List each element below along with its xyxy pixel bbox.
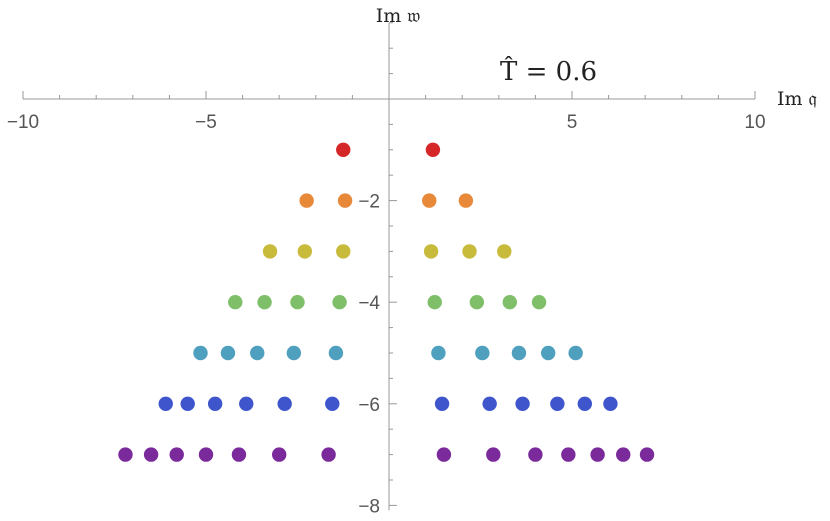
data-point	[482, 396, 497, 411]
data-point	[568, 345, 583, 361]
data-point	[336, 244, 351, 259]
data-point	[328, 345, 344, 361]
tick-labels: −10 −5 5 10 −2 −4 −6 −8	[7, 112, 766, 517]
data-point	[475, 345, 490, 361]
data-point	[422, 193, 437, 208]
tick-marks	[22, 22, 756, 506]
data-point	[257, 295, 272, 310]
data-point	[207, 396, 223, 411]
data-point	[299, 193, 314, 208]
data-point	[541, 345, 556, 361]
x-axis-label: Im 𝔮	[777, 88, 817, 110]
x-tick-label: −5	[195, 112, 217, 133]
data-point	[436, 447, 452, 462]
x-tick-label: 10	[744, 112, 765, 133]
data-point	[231, 447, 247, 462]
data-point	[332, 295, 347, 310]
data-point	[616, 447, 631, 462]
data-point	[603, 396, 618, 411]
data-point	[515, 396, 530, 411]
y-tick-label: −8	[358, 496, 380, 517]
data-point	[561, 447, 576, 462]
data-point	[297, 244, 313, 259]
data-point	[180, 396, 195, 411]
data-point	[169, 447, 184, 462]
data-point	[458, 193, 474, 208]
data-point	[290, 295, 305, 310]
data-point	[228, 295, 243, 310]
data-point	[118, 447, 133, 462]
data-point	[427, 295, 442, 310]
data-point	[425, 142, 441, 157]
y-tick-label: −4	[358, 293, 380, 314]
data-point	[550, 396, 565, 411]
data-point	[321, 447, 336, 462]
data-point	[431, 345, 446, 361]
y-axis-label: Im 𝔴	[376, 5, 421, 27]
data-point	[590, 447, 605, 462]
x-tick-label: 5	[567, 112, 578, 133]
data-point	[286, 345, 302, 361]
data-point	[277, 396, 292, 411]
data-point	[250, 345, 265, 361]
data-point	[497, 244, 512, 259]
data-point	[469, 295, 485, 310]
data-point	[239, 396, 254, 411]
data-point	[511, 345, 527, 361]
data-point	[423, 244, 439, 259]
data-point	[486, 447, 501, 462]
data-points	[118, 142, 655, 462]
data-point	[158, 396, 173, 411]
data-point	[193, 345, 208, 361]
data-point	[434, 396, 450, 411]
data-point	[262, 244, 278, 259]
x-tick-label: −10	[7, 112, 39, 133]
data-point	[531, 295, 547, 310]
data-point	[143, 447, 159, 462]
temperature-annotation: T̂ = 0.6	[500, 56, 597, 87]
data-point	[336, 142, 351, 157]
data-point	[639, 447, 655, 462]
data-point	[198, 447, 214, 462]
data-point	[502, 295, 517, 310]
data-point	[528, 447, 543, 462]
data-point	[337, 193, 353, 208]
data-point	[220, 345, 236, 361]
data-point	[577, 396, 593, 411]
y-tick-label: −6	[358, 395, 380, 416]
data-point	[325, 396, 340, 411]
data-point	[462, 244, 477, 259]
y-tick-label: −2	[358, 192, 380, 213]
data-point	[272, 447, 287, 462]
